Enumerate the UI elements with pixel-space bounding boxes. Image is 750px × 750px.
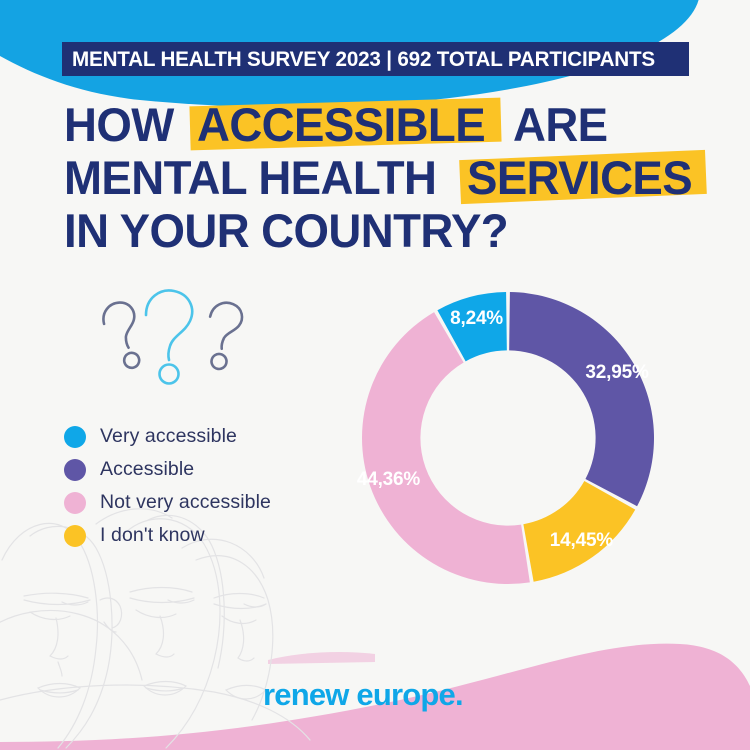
headline-line-1: HOW ACCESSIBLE ARE [64,97,704,151]
legend-item-i-dont-know[interactable]: I don't know [64,519,344,552]
legend-item-label: Very accessible [100,425,237,447]
page-title: HOW ACCESSIBLE ARE MENTAL HEALTH SERVICE… [64,97,708,257]
question-mark-center-icon [144,289,194,385]
legend-color-swatch [64,425,86,448]
question-mark-left-icon [102,301,141,370]
legend-item-label: Accessible [100,458,195,480]
legend-item-label: Not very accessible [100,491,271,513]
renew-europe-logo: renew europe. [263,677,464,712]
headline-highlight-services: SERVICES [459,149,708,205]
headline-highlight-accessible-text: ACCESSIBLE [196,98,486,151]
donut-chart: 32,95% 14,45% 44,36% 8,24% [357,288,668,598]
donut-slice[interactable] [437,292,507,362]
question-marks-decoration [102,289,244,385]
donut-slice[interactable] [509,292,654,507]
donut-chart-svg [362,292,654,584]
header-banner-text: MENTAL HEALTH SURVEY 2023 | 692 TOTAL PA… [72,46,656,71]
headline-line3-text: IN YOUR COUNTRY? [64,204,509,257]
headline-highlight-services-text: SERVICES [467,151,693,204]
legend-item-accessible[interactable]: Accessible [64,453,344,486]
headline-highlight-accessible: ACCESSIBLE [188,97,502,151]
headline-line1-pre: HOW [64,98,174,151]
header-banner: MENTAL HEALTH SURVEY 2023 | 692 TOTAL PA… [62,42,690,76]
donut-slice[interactable] [362,312,530,584]
question-mark-right-icon [208,301,244,371]
donut-slice[interactable] [523,480,636,582]
headline-line-3: IN YOUR COUNTRY? [64,204,704,257]
headline-line1-post: ARE [512,98,608,151]
legend-item-not-very-accessible[interactable]: Not very accessible [64,486,344,519]
headline-line-2: MENTAL HEALTH SERVICES [64,149,708,205]
headline-line2-pre: MENTAL HEALTH [64,151,437,204]
legend-color-swatch [64,458,86,481]
legend-item-very-accessible[interactable]: Very accessible [64,420,344,453]
legend-color-swatch [64,524,86,547]
chart-legend: Very accessible Accessible Not very acce… [64,420,344,552]
legend-item-label: I don't know [100,524,205,546]
legend-color-swatch [64,491,86,514]
